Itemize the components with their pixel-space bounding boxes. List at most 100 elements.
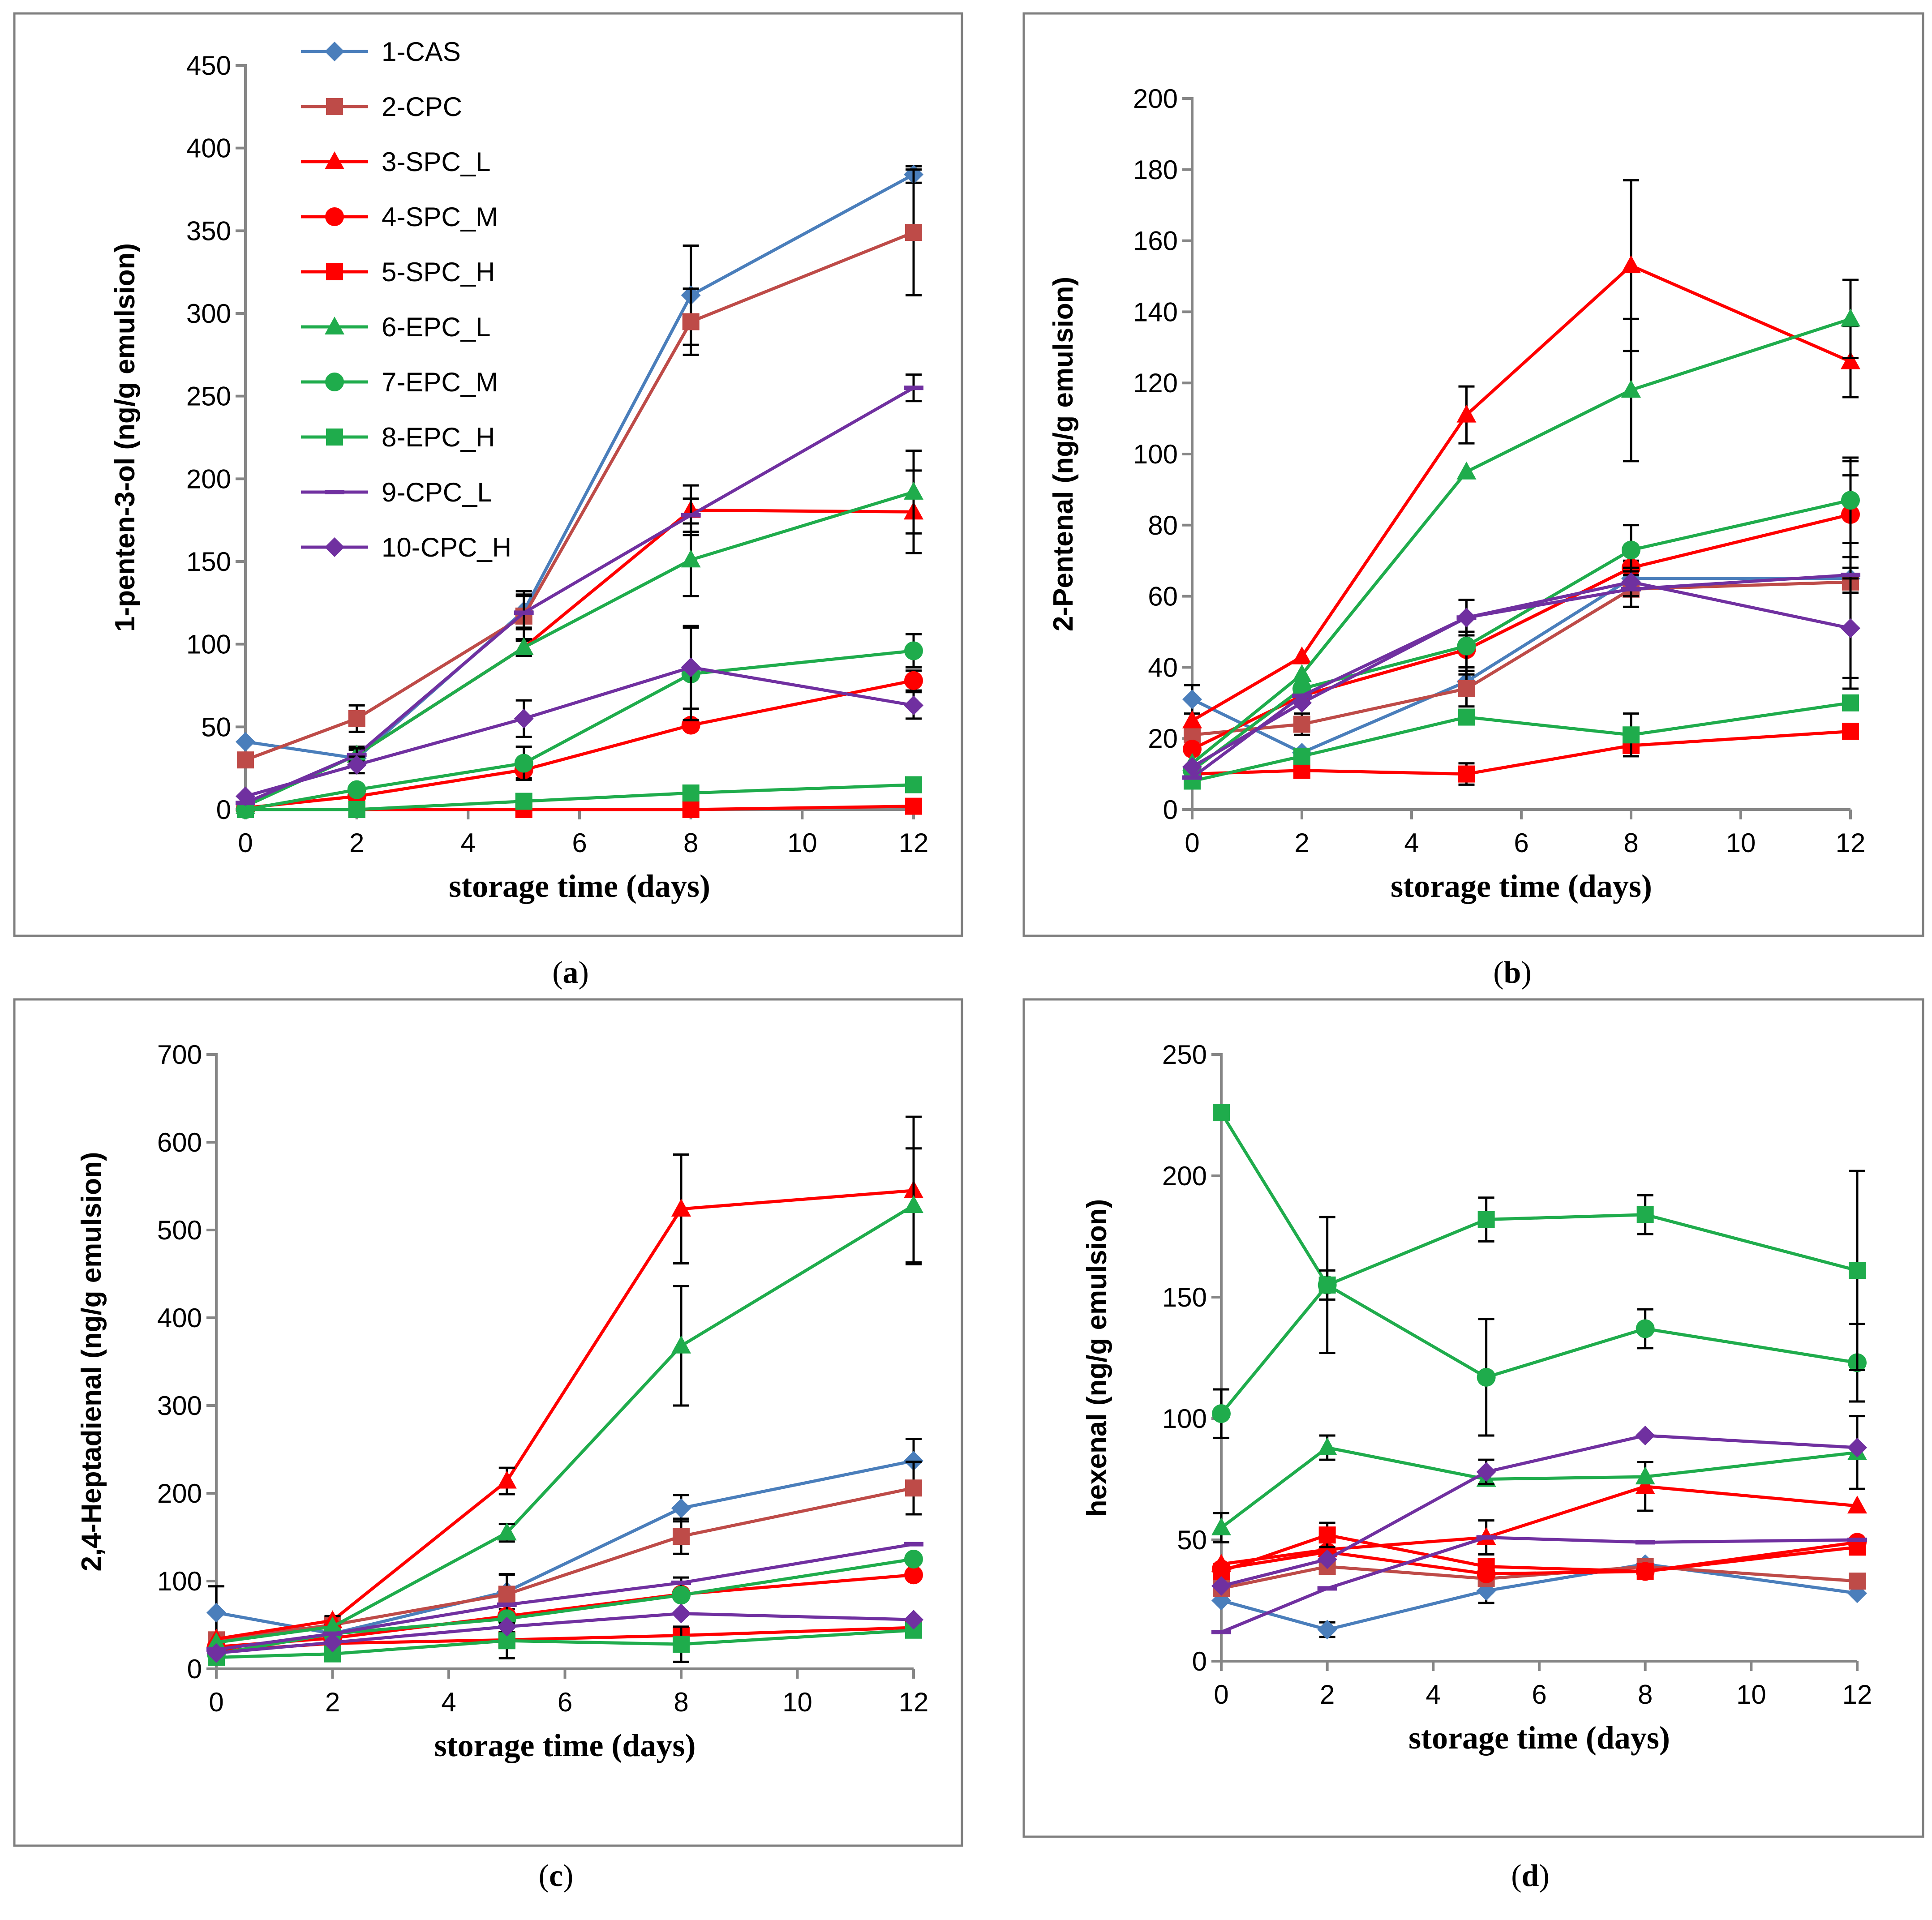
data-point [498, 1586, 515, 1603]
data-point [681, 513, 701, 518]
y-tick-label: 200 [186, 464, 231, 494]
y-tick-label: 180 [1133, 155, 1178, 185]
data-point [514, 754, 533, 773]
legend-item: 10-CPC_H [301, 532, 511, 562]
data-point [682, 801, 700, 818]
y-tick-label: 250 [186, 381, 231, 411]
y-tick-label: 300 [157, 1391, 202, 1421]
x-tick-label: 10 [1736, 1680, 1766, 1710]
data-point [1849, 1262, 1866, 1279]
data-point [904, 481, 923, 500]
x-tick-label: 0 [1214, 1680, 1228, 1710]
data-point [1212, 1404, 1231, 1423]
data-point [1847, 1438, 1867, 1458]
data-point [904, 695, 923, 716]
x-tick-label: 12 [899, 1687, 929, 1717]
y-tick-label: 400 [157, 1303, 202, 1333]
data-point [1317, 1549, 1337, 1569]
data-point [1847, 1538, 1867, 1542]
y-axis-label: 2,4-Heptadienal (ng/g emulsion) [76, 1152, 107, 1572]
data-point [1635, 1476, 1655, 1494]
data-point [347, 780, 366, 799]
data-point [1292, 693, 1312, 713]
legend-label: 9-CPC_L [382, 477, 492, 507]
data-point [1847, 1496, 1867, 1514]
data-point [206, 1632, 226, 1650]
x-tick-label: 2 [349, 828, 364, 858]
data-point [905, 776, 922, 793]
data-point [1635, 1540, 1655, 1545]
y-tick-label: 60 [1148, 582, 1178, 612]
data-point [671, 1335, 691, 1354]
x-tick-label: 10 [782, 1687, 812, 1717]
x-tick-label: 4 [461, 828, 476, 858]
y-tick-label: 300 [186, 299, 231, 329]
series-10-CPC_H [1211, 1425, 1867, 1596]
x-tick-label: 8 [683, 828, 698, 858]
data-point [671, 1603, 691, 1624]
legend-item: 7-EPC_M [301, 367, 498, 397]
x-tick-label: 8 [674, 1687, 688, 1717]
y-tick-label: 200 [1162, 1161, 1207, 1191]
legend-marker [325, 207, 344, 226]
data-point [1182, 710, 1202, 729]
series-6-EPC_L [1182, 279, 1860, 771]
panel-d: 0 50 100 150 200 250 0 2 4 6 8 10 12 storage time (da… [1082, 1040, 1872, 1893]
data-point [1317, 1437, 1337, 1456]
data-point [237, 751, 254, 769]
legend-marker [326, 263, 343, 280]
x-axis-label: storage time (days) [1408, 1720, 1670, 1756]
legend-marker [325, 490, 344, 494]
data-point [673, 1528, 690, 1545]
data-point [682, 313, 700, 330]
data-point [1841, 351, 1860, 369]
data-point [672, 1586, 691, 1605]
x-tick-label: 6 [1514, 828, 1528, 858]
y-tick-label: 0 [216, 795, 231, 825]
legend-label: 3-SPC_L [382, 147, 490, 177]
legend-item: 6-EPC_L [301, 312, 490, 342]
legend-marker [325, 537, 344, 557]
data-point [904, 386, 923, 390]
legend: 1-CAS 2-CPC 3-SPC_L 4-SPC_M 5-SPC_H 6-EPC_L 7-… [301, 37, 511, 562]
data-point [1635, 1425, 1655, 1445]
data-point [1621, 380, 1641, 398]
x-axis-label: storage time (days) [449, 868, 710, 904]
panel-c-frame [13, 998, 963, 1847]
y-tick-label: 50 [201, 712, 231, 742]
legend-label: 8-EPC_H [382, 422, 495, 452]
panel-caption-letter: c [549, 1859, 563, 1893]
data-point [1477, 1211, 1495, 1228]
x-tick-label: 6 [1532, 1680, 1546, 1710]
y-tick-label: 120 [1133, 368, 1178, 398]
data-point [1458, 680, 1475, 698]
data-point [1182, 775, 1202, 780]
data-point [1182, 689, 1202, 709]
data-point [514, 637, 534, 656]
data-point [206, 1603, 226, 1623]
data-point [515, 793, 532, 810]
series-8-EPC_H [1213, 1104, 1866, 1371]
data-point [904, 1610, 923, 1630]
y-tick-label: 100 [1162, 1404, 1207, 1434]
data-point [1636, 1206, 1654, 1223]
panel-a: 0 50 100 150 200 250 300 350 400 450 0 2 4 6 8 10 12 stor… [110, 37, 928, 990]
data-point [1842, 694, 1859, 711]
y-tick-label: 500 [157, 1215, 202, 1245]
x-tick-label: 4 [441, 1687, 456, 1717]
legend-marker [325, 317, 344, 334]
y-tick-label: 600 [157, 1127, 202, 1157]
legend-marker [325, 42, 344, 61]
y-tick-label: 400 [186, 133, 231, 163]
data-point [1318, 1526, 1336, 1544]
y-tick-label: 150 [1162, 1282, 1207, 1312]
data-point [1841, 309, 1860, 327]
series-10-CPC_H [236, 625, 923, 806]
series-9-CPC_L [1211, 1535, 1867, 1634]
x-axis-label: storage time (days) [1391, 868, 1652, 904]
data-point [497, 1602, 517, 1607]
data-point [206, 1643, 226, 1663]
y-tick-label: 700 [157, 1040, 202, 1070]
panel-caption: (b) [1493, 956, 1532, 990]
legend-marker [326, 429, 343, 446]
